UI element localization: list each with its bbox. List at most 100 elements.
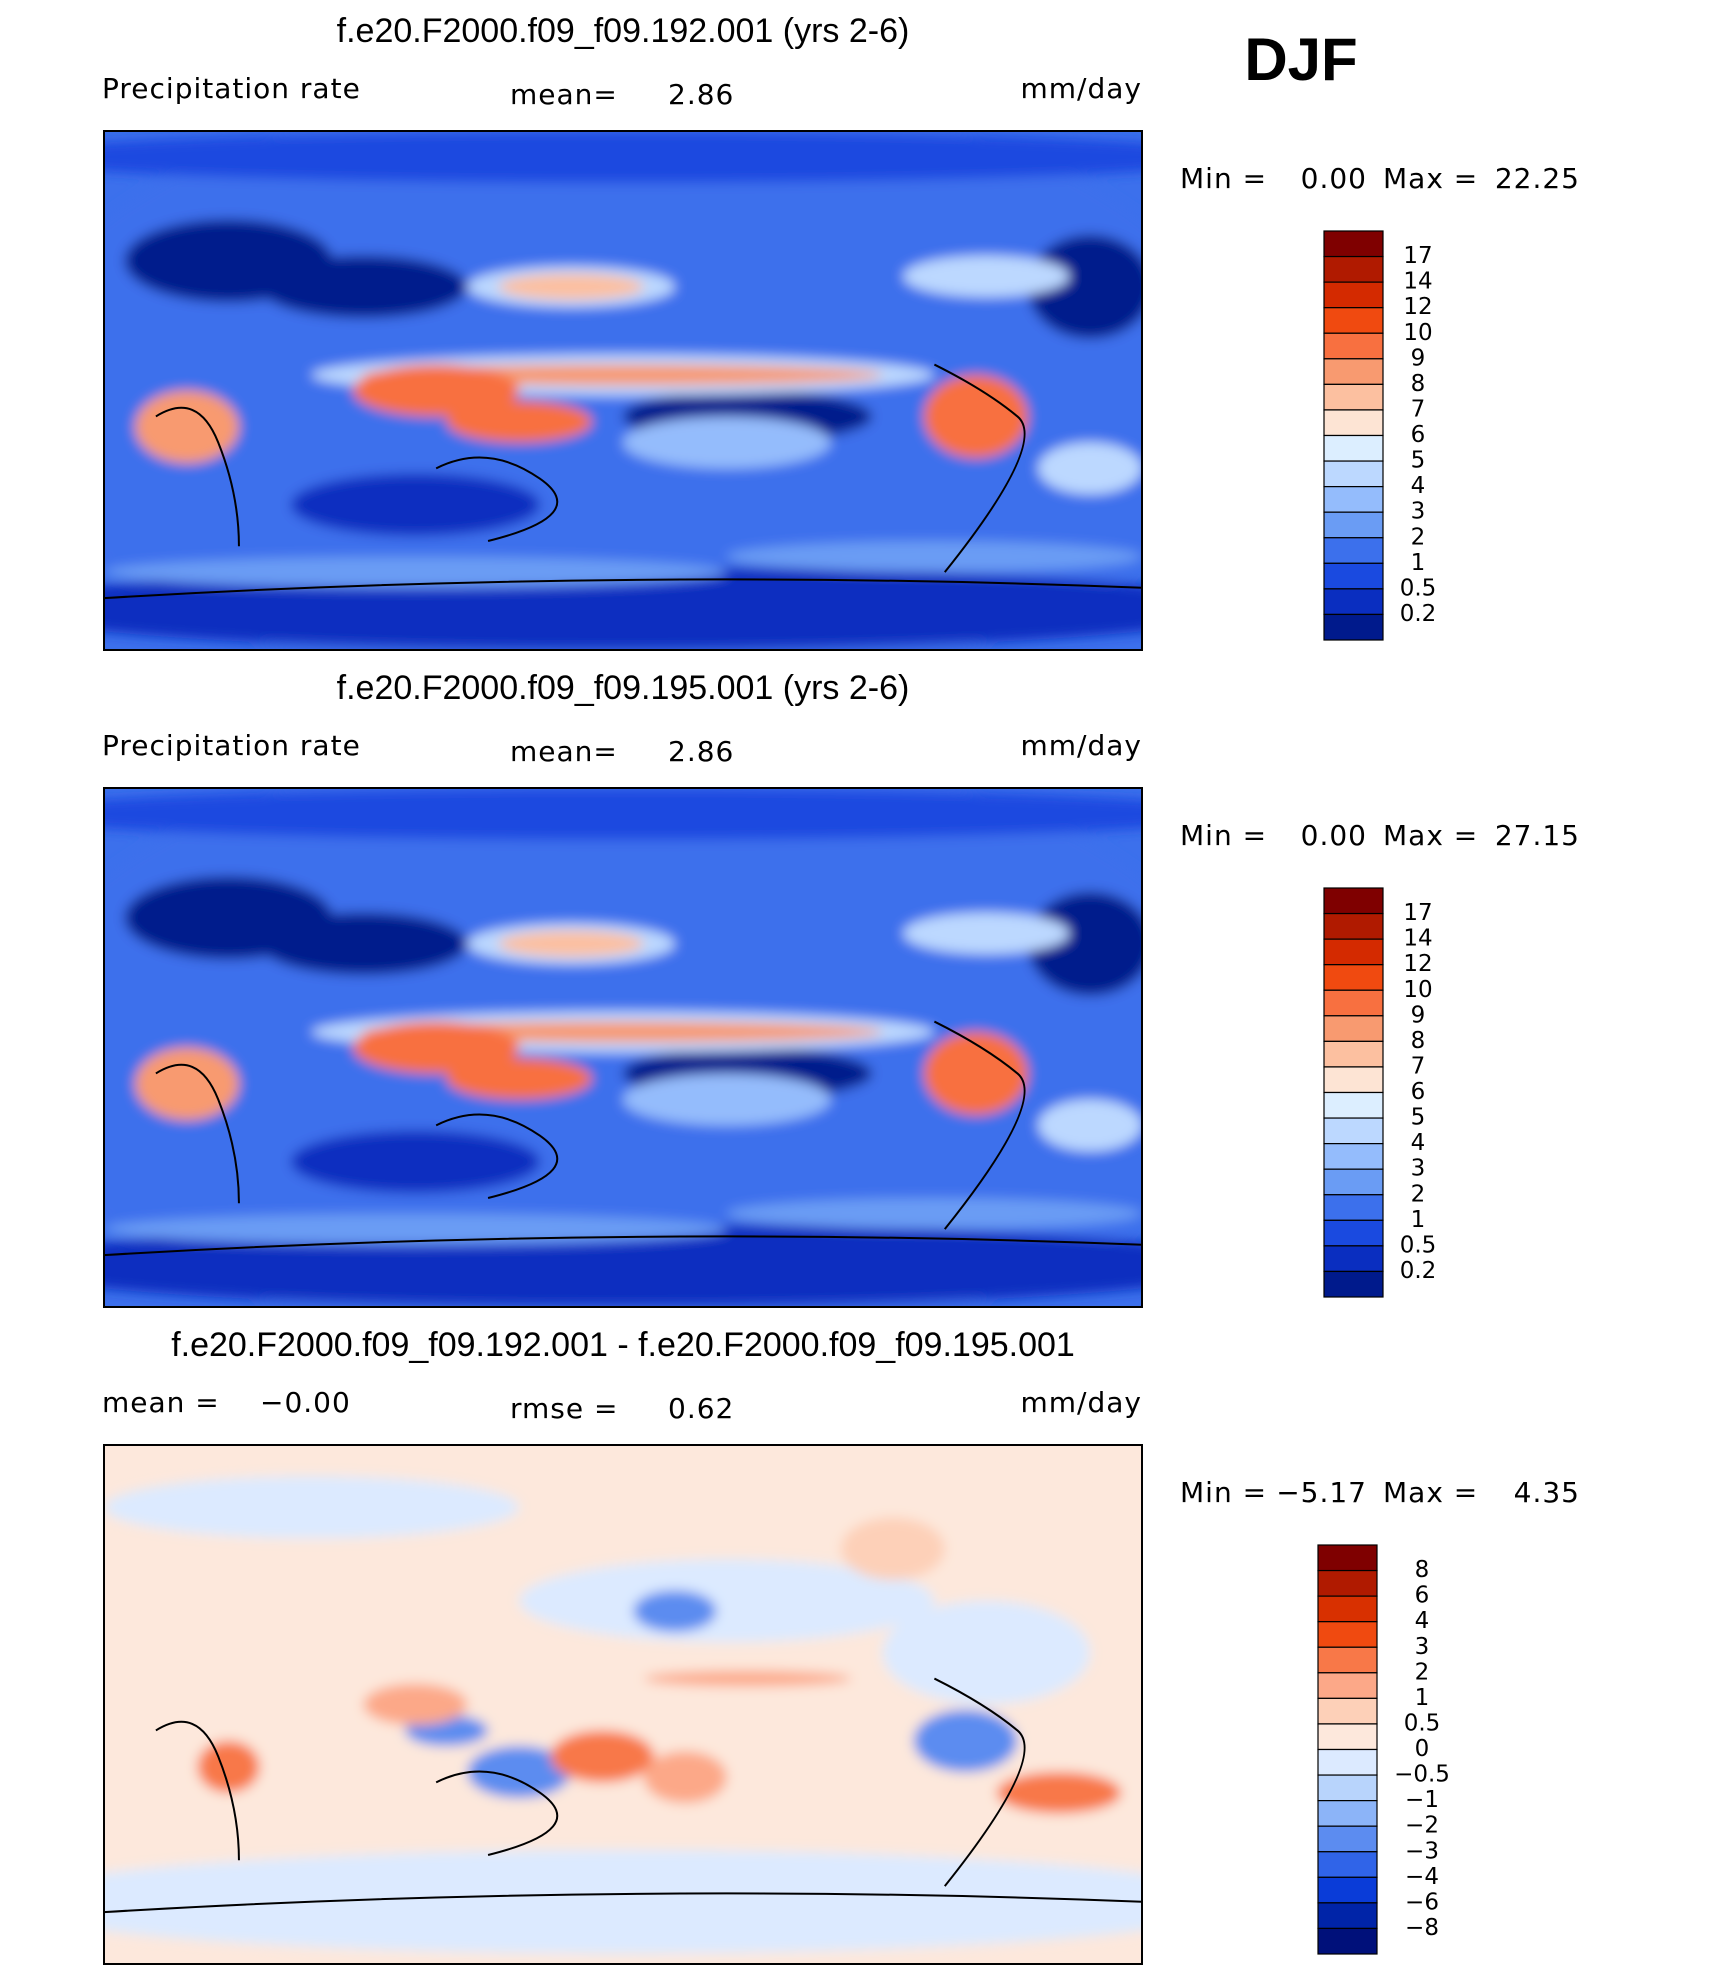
units: mm/day	[1021, 1386, 1143, 1419]
colorbar-box	[1317, 1723, 1378, 1751]
field-patch	[550, 1730, 655, 1783]
field-patch	[290, 1130, 540, 1193]
colorbar-box	[1317, 1697, 1378, 1725]
colorbar-label: 8	[1415, 1557, 1430, 1583]
colorbar-label: 3	[1415, 1634, 1430, 1660]
field-patch	[1027, 234, 1142, 339]
field-patch	[104, 131, 1142, 183]
colorbar-label: −8	[1405, 1915, 1439, 1941]
field-patch	[104, 1849, 1142, 1954]
colorbar-label: 2	[1415, 1659, 1430, 1685]
colorbar-box	[1323, 230, 1384, 258]
panel-title: f.e20.F2000.f09_f09.192.001 - f.e20.F200…	[171, 1326, 1075, 1364]
colorbar-label: 8	[1411, 371, 1426, 397]
field-patch	[259, 912, 468, 975]
field-patch	[924, 1031, 1028, 1115]
colorbar-label: 0	[1415, 1736, 1430, 1762]
colorbar-box	[1323, 562, 1384, 590]
panel: f.e20.F2000.f09_f09.192.001 - f.e20.F200…	[102, 1326, 1579, 1965]
panel: f.e20.F2000.f09_f09.195.001 (yrs 2-6) Pre…	[102, 669, 1579, 1308]
colorbar-box	[1323, 332, 1384, 360]
panel-title: f.e20.F2000.f09_f09.195.001 (yrs 2-6)	[337, 669, 910, 707]
colorbar-box	[1323, 1040, 1384, 1068]
coastline	[104, 1677, 1142, 1914]
field-patch	[643, 1751, 727, 1804]
colorbar-label: 17	[1403, 243, 1432, 269]
header-stat: 2.86	[668, 78, 734, 111]
colorbar-label: 6	[1411, 422, 1426, 448]
units: mm/day	[1021, 72, 1143, 105]
colorbar-label: 1	[1415, 1685, 1430, 1711]
colorbar-box	[1323, 964, 1384, 991]
colorbar-box	[1323, 358, 1384, 385]
colorbar-label: 0.5	[1404, 1710, 1441, 1736]
colorbar-box	[1323, 1066, 1384, 1094]
header-left: −0.00	[260, 1386, 351, 1419]
colorbar-box	[1323, 307, 1384, 334]
max-value: 22.25	[1495, 162, 1580, 195]
field-patch	[446, 1057, 592, 1100]
colorbar-label: 6	[1411, 1079, 1426, 1105]
colorbar-label: 0.5	[1400, 1232, 1437, 1258]
field-patch	[1038, 1099, 1142, 1152]
field-patch	[498, 273, 644, 300]
colorbar-label: 17	[1403, 900, 1432, 926]
colorbar-box	[1323, 1245, 1384, 1273]
colorbar-label: 1	[1411, 550, 1426, 576]
colorbar-label: 12	[1403, 294, 1432, 320]
colorbar-box	[1323, 486, 1384, 513]
field-patch	[135, 390, 239, 464]
map-field	[104, 788, 1142, 1307]
field-patch	[726, 541, 1142, 573]
colorbar-label: 7	[1411, 1053, 1426, 1079]
max-label: Max =	[1383, 162, 1478, 195]
colorbar-box	[1323, 383, 1384, 411]
colorbar-label: 5	[1411, 448, 1426, 474]
colorbar-label: 3	[1411, 499, 1426, 525]
field-patch	[353, 364, 520, 417]
header-stat: mean=	[510, 735, 618, 768]
field-patch	[1038, 442, 1142, 495]
colorbar-label: 0.5	[1400, 575, 1437, 601]
colorbar-label: 9	[1411, 1002, 1426, 1028]
field-patch	[903, 912, 1070, 955]
colorbar-label: 4	[1411, 1130, 1426, 1156]
field-patch	[353, 1021, 520, 1074]
colorbar-label: −1	[1405, 1787, 1439, 1813]
panel-title: f.e20.F2000.f09_f09.192.001 (yrs 2-6)	[337, 12, 910, 50]
colorbar-label: 2	[1411, 524, 1426, 550]
min-label: Min =	[1180, 1476, 1267, 1509]
map-frame	[103, 787, 1143, 1308]
field-patch	[104, 1223, 1142, 1307]
colorbar-box	[1317, 1544, 1378, 1572]
field-patch	[1027, 891, 1142, 996]
field-patch	[259, 255, 468, 318]
header-left: Precipitation rate	[102, 729, 361, 762]
min-value: 0.00	[1301, 819, 1367, 852]
colorbar-label: 4	[1411, 473, 1426, 499]
colorbar-box	[1323, 938, 1384, 966]
header-stat: mean=	[510, 78, 618, 111]
colorbar-box	[1317, 1825, 1378, 1853]
colorbar-box	[1323, 255, 1384, 283]
colorbar-box	[1323, 887, 1384, 915]
field-patch	[633, 1590, 717, 1632]
field-patch	[135, 1047, 239, 1121]
colorbar-box	[1317, 1902, 1378, 1930]
field-patch	[726, 1198, 1142, 1230]
colorbar-label: 1	[1411, 1207, 1426, 1233]
field-patch	[446, 400, 592, 443]
colorbar-label: 5	[1411, 1105, 1426, 1131]
colorbar-label: 3	[1411, 1156, 1426, 1182]
colorbar-box	[1317, 1774, 1378, 1802]
field-patch	[363, 1683, 468, 1726]
field-patch	[882, 1600, 1091, 1705]
colorbar-label: 0.2	[1400, 1258, 1437, 1284]
map	[104, 131, 1142, 650]
min-label: Min =	[1180, 819, 1267, 852]
colorbar-label: −4	[1405, 1864, 1439, 1890]
colorbar-box	[1323, 1168, 1384, 1196]
colorbar-box	[1323, 1117, 1384, 1145]
colorbar-label: −3	[1405, 1838, 1439, 1864]
colorbar-box	[1323, 912, 1384, 940]
